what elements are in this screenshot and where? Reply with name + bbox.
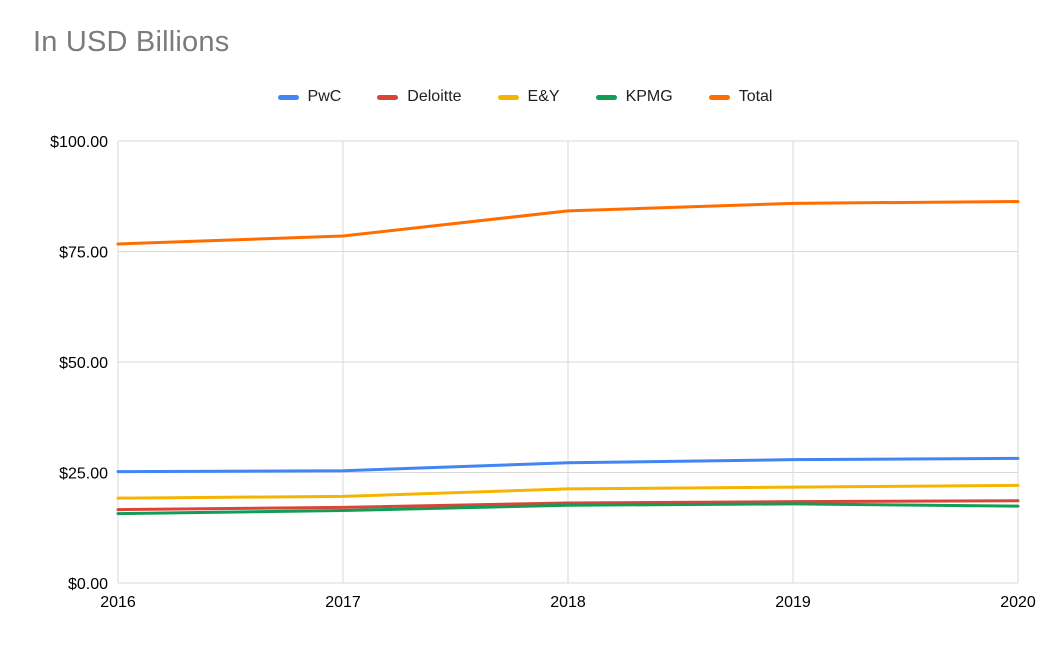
series-line-total bbox=[116, 200, 1020, 246]
x-axis-tick-label: 2016 bbox=[100, 594, 136, 611]
y-axis-tick-label: $25.00 bbox=[59, 466, 108, 483]
y-axis-tick-label: $75.00 bbox=[59, 245, 108, 262]
y-axis-tick-label: $0.00 bbox=[68, 576, 108, 593]
x-axis-tick-label: 2017 bbox=[325, 594, 361, 611]
legend-item-e-y: E&Y bbox=[497, 88, 560, 106]
series-line-e-y bbox=[116, 483, 1020, 500]
y-axis-tick-label: $100.00 bbox=[50, 134, 108, 151]
legend-item-pwc: PwC bbox=[277, 88, 342, 106]
legend-label: E&Y bbox=[527, 88, 560, 105]
series-line-kpmg bbox=[116, 502, 1020, 516]
legend-label: PwC bbox=[307, 88, 342, 105]
chart-title: In USD Billions bbox=[33, 26, 230, 58]
legend-item-kpmg: KPMG bbox=[595, 88, 673, 106]
legend-item-total: Total bbox=[708, 88, 773, 106]
legend-swatch-icon bbox=[377, 94, 399, 100]
legend-swatch-icon bbox=[595, 94, 617, 100]
legend-item-deloitte: Deloitte bbox=[377, 88, 462, 106]
chart-legend: PwC Deloitte E&Y KPMG Total bbox=[0, 88, 1050, 106]
x-axis-tick-label: 2018 bbox=[550, 594, 586, 611]
legend-swatch-icon bbox=[708, 94, 730, 100]
legend-label: Total bbox=[738, 88, 773, 105]
legend-swatch-icon bbox=[497, 94, 519, 100]
series-line-deloitte bbox=[116, 499, 1020, 512]
y-axis-tick-label: $50.00 bbox=[59, 355, 108, 372]
legend-label: KPMG bbox=[625, 88, 673, 105]
legend-label: Deloitte bbox=[407, 88, 462, 105]
x-axis-tick-label: 2020 bbox=[1000, 594, 1036, 611]
legend-swatch-icon bbox=[277, 94, 299, 100]
series-line-pwc bbox=[116, 456, 1020, 474]
x-axis-tick-label: 2019 bbox=[775, 594, 811, 611]
